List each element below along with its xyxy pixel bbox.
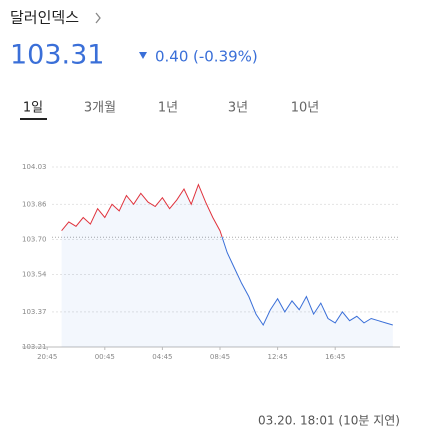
chevron[interactable] [95,12,101,24]
area [61,184,393,347]
x-tick-label: 04:45 [152,353,172,361]
tab[interactable]: 3년 [228,101,248,116]
tab[interactable]: 1년 [158,101,178,116]
timestamp: 03.20. 18:01 (10분 지연) [258,414,400,428]
tab[interactable]: 3개월 [84,101,116,116]
tab[interactable]: 1일 [23,101,43,116]
y-tick-label: 103.37 [22,308,47,316]
title[interactable]: 달러인덱스 [10,9,79,27]
tab[interactable]: 10년 [291,101,320,116]
down-arrow [139,52,147,59]
x-tick-label: 16:45 [325,353,345,361]
y-tick-label: 103.54 [22,271,47,279]
price: 103.31 [10,40,104,71]
x-tick-label: 00:45 [95,353,115,361]
x-tick-label: 12:45 [268,353,288,361]
tabs: 1일 3개월 1년 3년 10년 [23,101,319,116]
change-pct: (-0.39%) [193,48,258,66]
price-line [61,183,393,327]
y-tick-label: 103.86 [22,200,47,208]
x-tick-label: 08:45 [210,353,230,361]
x-tick-label: 20:45 [37,353,57,361]
y-tick-label: 104.03 [22,163,47,171]
y-tick-label: 103.70 [22,235,47,243]
change: 0.40 [155,48,188,66]
